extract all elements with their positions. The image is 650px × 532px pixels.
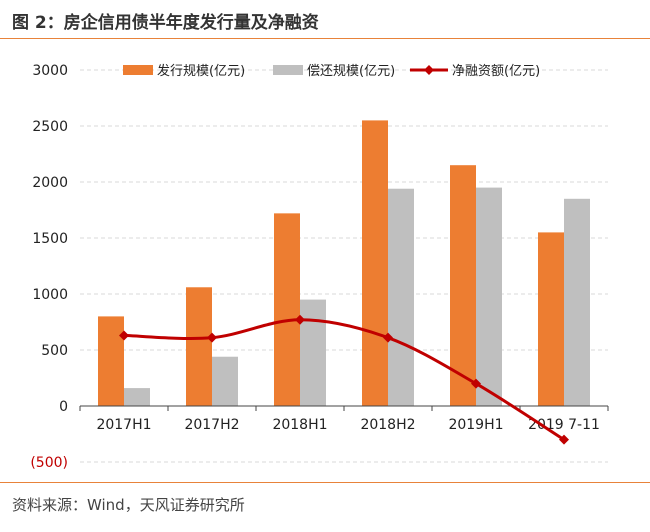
y-tick-label: 2000 [32, 175, 68, 191]
net-financing-line [119, 314, 569, 445]
bar-issuance [274, 213, 300, 406]
y-tick-label: 3000 [32, 63, 68, 79]
x-tick-label: 2018H1 [272, 417, 327, 433]
legend-swatch-issuance [123, 65, 153, 75]
figure-title: 图 2：房企信用债半年度发行量及净融资 [12, 13, 319, 33]
y-tick-label: 0 [59, 399, 68, 415]
bar-issuance [538, 232, 564, 406]
legend-marker-net [424, 65, 434, 75]
y-tick-label: 2500 [32, 119, 68, 135]
legend-swatch-repayment [273, 65, 303, 75]
net-financing-point [207, 332, 217, 343]
net-financing-point [119, 330, 129, 341]
source-rule [0, 482, 650, 483]
y-tick-label: 1500 [32, 231, 68, 247]
legend: 发行规模(亿元) 偿还规模(亿元) 净融资额(亿元) [123, 63, 540, 79]
x-tick-label: 2017H1 [96, 417, 151, 433]
x-tick-label: 2019 7-11 [528, 417, 600, 433]
bar-repayment [388, 188, 414, 406]
x-tick-label: 2017H2 [184, 417, 239, 433]
bar-issuance [362, 120, 388, 407]
y-tick-label: 500 [41, 343, 68, 359]
x-axis: 2017H1 2017H2 2018H1 2018H2 2019H1 2019 7-11 [79, 405, 609, 433]
bar-issuance [186, 287, 212, 406]
y-tick-label: (500) [30, 455, 68, 471]
legend-label-repayment: 偿还规模(亿元) [307, 64, 395, 79]
net-financing-point [383, 332, 393, 343]
bar-repayment [212, 356, 238, 406]
y-axis: (500) 0 500 1000 1500 2000 2500 3000 [30, 63, 68, 471]
title-rule [0, 38, 650, 39]
bar-issuance [450, 165, 476, 406]
legend-label-net: 净融资额(亿元) [452, 64, 540, 79]
y-tick-label: 1000 [32, 287, 68, 303]
grid-lines [80, 69, 608, 463]
bar-repayment [300, 299, 326, 406]
net-financing-point [295, 314, 305, 325]
bar-repayment [476, 187, 502, 406]
bar-repayment [564, 198, 590, 406]
net-financing-point [559, 434, 569, 445]
bar-issuance [98, 316, 124, 406]
net-financing-point [471, 378, 481, 389]
x-tick-label: 2018H2 [360, 417, 415, 433]
bar-repayment [124, 388, 150, 406]
x-tick-label: 2019H1 [448, 417, 503, 433]
bars [98, 120, 590, 407]
source-note: 资料来源：Wind，天风证券研究所 [12, 496, 245, 514]
net-financing-path [123, 318, 565, 441]
legend-label-issuance: 发行规模(亿元) [157, 63, 245, 79]
